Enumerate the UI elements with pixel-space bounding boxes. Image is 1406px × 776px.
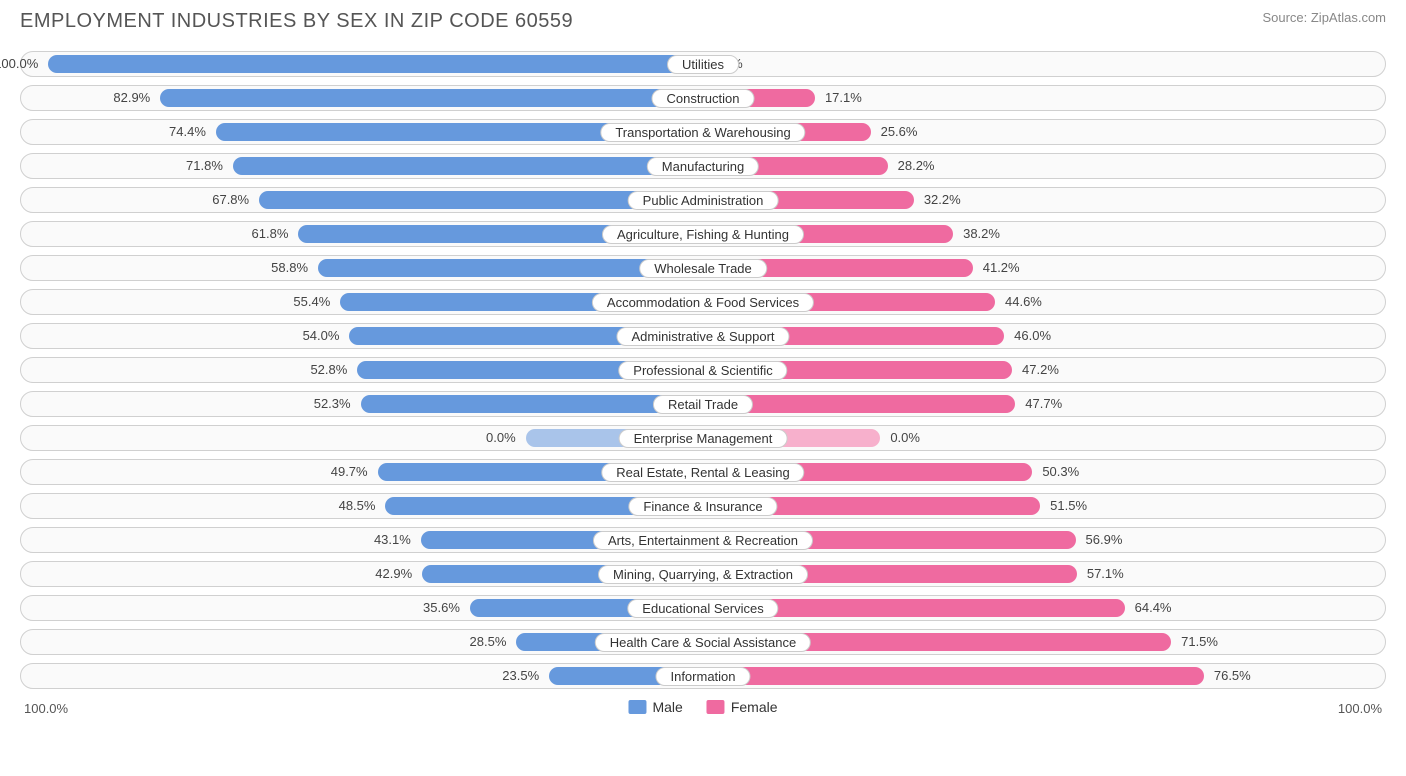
pct-label-male: 28.5% [470,634,507,649]
category-label: Finance & Insurance [628,497,777,516]
pct-label-female: 0.0% [890,430,920,445]
pct-label-male: 35.6% [423,600,460,615]
chart-source: Source: ZipAtlas.com [1262,10,1386,25]
bar-row: 0.0% 0.0% Enterprise Management [20,425,1386,451]
bar-row: 49.7% 50.3% Real Estate, Rental & Leasing [20,459,1386,485]
pct-label-male: 48.5% [339,498,376,513]
category-label: Wholesale Trade [639,259,767,278]
bar-row: 43.1% 56.9% Arts, Entertainment & Recreati… [20,527,1386,553]
category-label: Information [655,667,750,686]
category-label: Retail Trade [653,395,753,414]
category-label: Administrative & Support [616,327,789,346]
category-label: Arts, Entertainment & Recreation [593,531,813,550]
category-label: Enterprise Management [619,429,788,448]
pct-label-male: 0.0% [486,430,516,445]
pct-label-male: 71.8% [186,158,223,173]
category-label: Construction [652,89,755,108]
pct-label-female: 51.5% [1050,498,1087,513]
bar-row: 82.9% 17.1% Construction [20,85,1386,111]
bar-row: 48.5% 51.5% Finance & Insurance [20,493,1386,519]
bar-female [703,667,1204,685]
pct-label-male: 74.4% [169,124,206,139]
diverging-bar-chart: 100.0%0.0%Utilities 82.9% 17.1% Constructio… [20,51,1386,689]
pct-label-female: 46.0% [1014,328,1051,343]
pct-label-female: 47.2% [1022,362,1059,377]
bar-row: 71.8% 28.2% Manufacturing [20,153,1386,179]
category-label: Utilities [667,55,739,74]
legend-item-female: Female [707,699,778,715]
bar-row: 52.3% 47.7% Retail Trade [20,391,1386,417]
pct-label-male: 67.8% [212,192,249,207]
pct-label-male: 49.7% [331,464,368,479]
pct-label-female: 32.2% [924,192,961,207]
bar-row: 58.8% 41.2% Wholesale Trade [20,255,1386,281]
pct-label-female: 25.6% [881,124,918,139]
chart-footer: 100.0% Male Female 100.0% [20,697,1386,723]
axis-label-right: 100.0% [1338,701,1382,716]
bar-row: 100.0%0.0%Utilities [20,51,1386,77]
pct-label-male: 61.8% [252,226,289,241]
pct-label-female: 57.1% [1087,566,1124,581]
bar-male [233,157,703,175]
pct-label-female: 17.1% [825,90,862,105]
legend-label-female: Female [731,699,778,715]
pct-label-female: 47.7% [1025,396,1062,411]
bar-row: 23.5% 76.5% Information [20,663,1386,689]
category-label: Agriculture, Fishing & Hunting [602,225,804,244]
bar-row: 61.8% 38.2% Agriculture, Fishing & Hunting [20,221,1386,247]
legend: Male Female [628,699,777,715]
pct-label-male: 42.9% [375,566,412,581]
pct-label-male: 23.5% [502,668,539,683]
category-label: Mining, Quarrying, & Extraction [598,565,808,584]
pct-label-male: 55.4% [293,294,330,309]
bar-male [160,89,703,107]
axis-label-left: 100.0% [24,701,68,716]
pct-label-male: 58.8% [271,260,308,275]
legend-swatch-male [628,700,646,714]
pct-label-female: 41.2% [983,260,1020,275]
pct-label-female: 44.6% [1005,294,1042,309]
chart-title: EMPLOYMENT INDUSTRIES BY SEX IN ZIP CODE… [20,10,573,33]
pct-label-male: 82.9% [113,90,150,105]
bar-row: 74.4% 25.6% Transportation & Warehousing [20,119,1386,145]
pct-label-male: 43.1% [374,532,411,547]
bar-row: 67.8% 32.2% Public Administration [20,187,1386,213]
category-label: Health Care & Social Assistance [595,633,811,652]
pct-label-female: 56.9% [1086,532,1123,547]
category-label: Public Administration [628,191,779,210]
bar-row: 35.6% 64.4% Educational Services [20,595,1386,621]
pct-label-female: 64.4% [1135,600,1172,615]
bar-row: 28.5% 71.5% Health Care & Social Assistanc… [20,629,1386,655]
category-label: Real Estate, Rental & Leasing [601,463,804,482]
legend-item-male: Male [628,699,682,715]
bar-row: 42.9% 57.1% Mining, Quarrying, & Extractio… [20,561,1386,587]
chart-header: EMPLOYMENT INDUSTRIES BY SEX IN ZIP CODE… [20,10,1386,33]
bar-row: 52.8% 47.2% Professional & Scientific [20,357,1386,383]
category-label: Manufacturing [647,157,759,176]
category-label: Professional & Scientific [618,361,787,380]
bar-male [361,395,703,413]
category-label: Educational Services [627,599,778,618]
bar-male [48,55,703,73]
pct-label-male: 52.3% [314,396,351,411]
bar-row: 55.4% 44.6% Accommodation & Food Services [20,289,1386,315]
pct-label-female: 71.5% [1181,634,1218,649]
pct-label-female: 50.3% [1042,464,1079,479]
pct-label-male: 100.0% [0,56,38,71]
category-label: Transportation & Warehousing [600,123,805,142]
legend-label-male: Male [652,699,682,715]
pct-label-female: 38.2% [963,226,1000,241]
bar-row: 54.0% 46.0% Administrative & Support [20,323,1386,349]
pct-label-male: 52.8% [310,362,347,377]
pct-label-male: 54.0% [303,328,340,343]
category-label: Accommodation & Food Services [592,293,814,312]
legend-swatch-female [707,700,725,714]
pct-label-female: 76.5% [1214,668,1251,683]
pct-label-female: 28.2% [898,158,935,173]
